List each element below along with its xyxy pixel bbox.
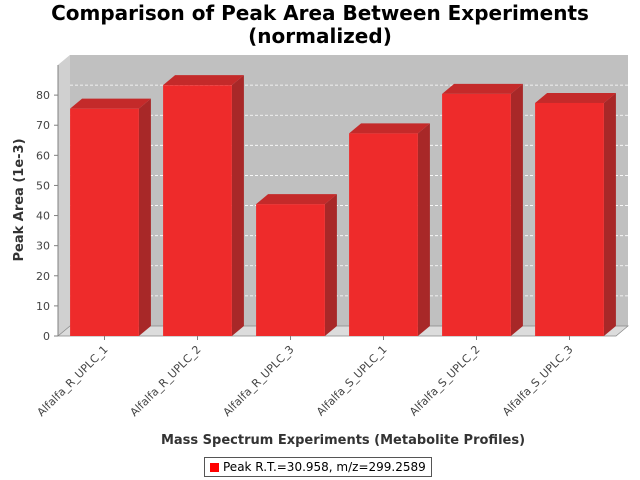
bar-front [70,108,139,337]
y-axis: 0 10 20 30 40 50 60 70 80 [36,65,59,343]
y-tick-label: 70 [36,119,50,132]
y-tick-label: 30 [36,240,50,253]
bar [442,83,523,336]
bar-front [442,93,511,336]
y-tick-label: 10 [36,300,50,313]
y-tick-label: 40 [36,210,50,223]
plot-left-wall [58,55,70,336]
y-tick-label: 60 [36,149,50,162]
bar-side [603,92,616,336]
x-tick-label: Alfalfa_S_UPLC_2 [407,343,483,419]
y-axis-label: Peak Area (1e-3) [12,138,27,261]
bar-top [349,123,430,134]
chart-title: Comparison of Peak Area Between Experime… [0,2,640,48]
bar-top [70,98,151,109]
x-tick-label: Alfalfa_R_UPLC_3 [221,343,297,419]
bar-front [163,85,232,337]
x-tick-label: Alfalfa_S_UPLC_3 [500,343,576,419]
bar-side [510,83,523,336]
legend-label: Peak R.T.=30.958, m/z=299.2589 [223,460,426,474]
bar [70,98,151,337]
bar [535,92,616,336]
bar-front [535,102,604,336]
bar-top [256,194,337,205]
bar [163,75,244,337]
x-tick-label: Alfalfa_R_UPLC_1 [35,343,111,419]
bar-side [138,98,151,337]
bar-top [535,92,616,103]
bar-side [231,75,244,337]
x-tick-label: Alfalfa_S_UPLC_1 [314,343,390,419]
y-tick-label: 20 [36,270,50,283]
grid-lines [70,84,628,297]
x-tick-label: Alfalfa_R_UPLC_2 [128,343,204,419]
x-axis: Alfalfa_R_UPLC_1 Alfalfa_R_UPLC_2 Alfalfa_… [35,336,576,419]
bar-side [324,194,337,336]
legend: Peak R.T.=30.958, m/z=299.2589 [204,457,432,477]
bar-top [442,83,523,94]
x-axis-label: Mass Spectrum Experiments (Metabolite Pr… [161,433,525,448]
y-tick-label: 0 [43,330,50,343]
bar-top [163,75,244,86]
legend-swatch [210,462,219,472]
plot-wall [70,55,628,326]
bar-side [417,123,430,336]
y-tick-label: 80 [36,89,50,102]
bar [349,123,430,336]
bar [256,194,337,336]
chart-title-line-1: Comparison of Peak Area Between Experime… [51,1,589,25]
bar-front [349,133,418,336]
chart-title-line-2: (normalized) [248,24,392,48]
bar-front [256,204,325,336]
y-tick-label: 50 [36,179,50,192]
bars [70,75,616,337]
